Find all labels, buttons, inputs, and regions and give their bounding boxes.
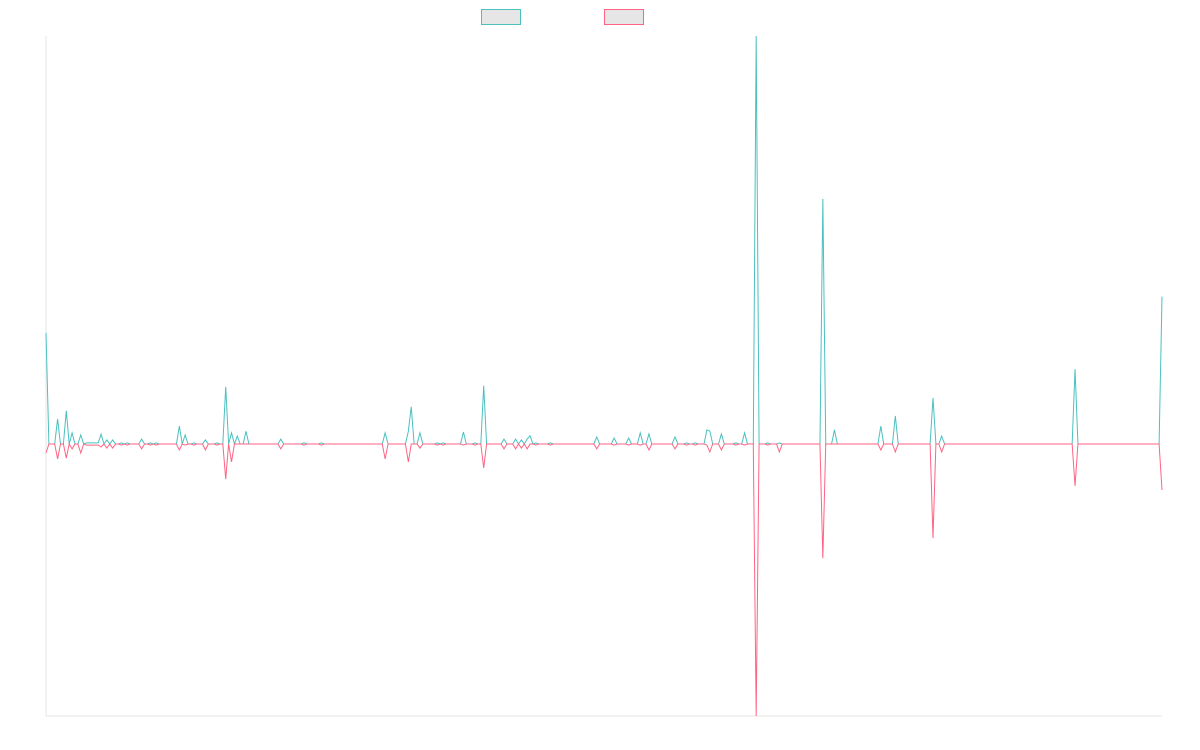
series-line-b[interactable] (45, 442, 1163, 717)
plot-area (45, 35, 1163, 717)
series-line-a[interactable] (45, 35, 1163, 446)
legend-swatch-series-b[interactable] (604, 9, 644, 25)
series-layer (45, 35, 1163, 717)
legend-swatch-series-a[interactable] (481, 9, 521, 25)
